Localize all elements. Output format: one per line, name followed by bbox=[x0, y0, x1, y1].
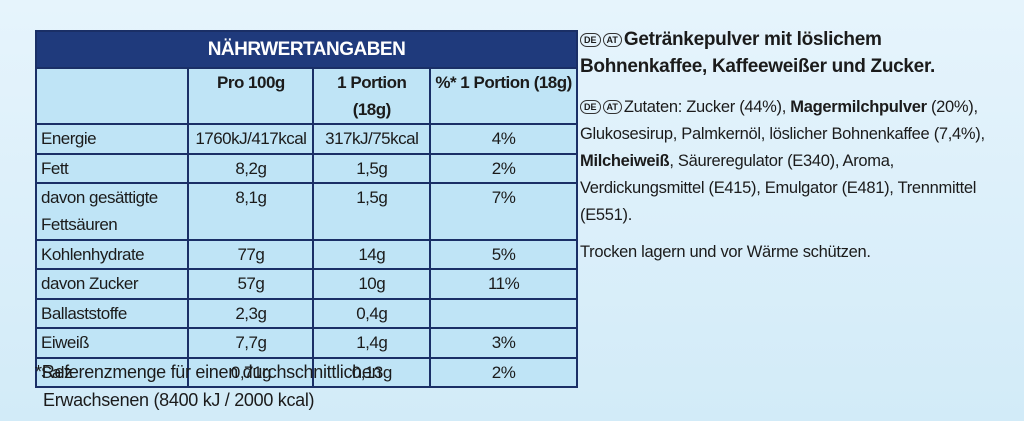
cell: 57g bbox=[187, 268, 315, 300]
ingredients: DE AT Zutaten: Zucker (44%), Magermilchpul… bbox=[580, 94, 1000, 229]
table-row: davon gesättigte Fettsäuren 8,1g 1,5g 7% bbox=[34, 182, 578, 241]
description: Getränkepulver mit löslichem Bohnenkaffe… bbox=[580, 29, 935, 77]
cell: 8,1g bbox=[187, 182, 315, 241]
table-row: davon Zucker 57g 10g 11% bbox=[34, 268, 578, 300]
column-header: 1 Portion (18g) bbox=[312, 67, 432, 125]
column-header: %* 1 Portion (18g) bbox=[429, 67, 578, 125]
cell: 10g bbox=[312, 268, 432, 300]
cell: 14g bbox=[312, 239, 432, 270]
cell: 317kJ/75kcal bbox=[312, 123, 432, 155]
storage: Trocken lagern und vor Wärme schützen. bbox=[580, 243, 871, 261]
description-block: DE AT Getränkepulver mit löslichem Bohnenk… bbox=[580, 26, 1000, 80]
ingredient-text: Zutaten: Zucker (44%), bbox=[623, 98, 791, 116]
cell: 2,3g bbox=[187, 298, 315, 329]
footnote-line: Erwachsenen (8400 kJ / 2000 kcal) bbox=[43, 390, 315, 410]
table-body: NÄHRWERTANGABEN Pro 100g 1 Portion (18g)%… bbox=[34, 30, 578, 388]
table-row: Ballaststoffe 2,3g 0,4g bbox=[34, 298, 578, 329]
table-row: Salz 0,71g 0,13g 2% bbox=[34, 357, 578, 388]
row-label: Kohlenhydrate bbox=[34, 239, 190, 270]
row-label: Ballaststoffe bbox=[34, 298, 190, 329]
country-badge: AT bbox=[602, 100, 622, 114]
cell: 77g bbox=[187, 239, 315, 270]
header-row: Pro 100g 1 Portion (18g) %* 1 Portion (18g… bbox=[34, 67, 578, 125]
ingredient-bold: Milcheiweiß bbox=[580, 152, 670, 170]
header-cell bbox=[34, 67, 190, 125]
cell: 5% bbox=[429, 239, 578, 270]
cell: 1760kJ/417kcal bbox=[187, 123, 315, 155]
cell: 2% bbox=[429, 357, 578, 388]
country-badge: AT bbox=[602, 33, 622, 47]
country-badges: DE AT bbox=[580, 98, 624, 116]
table-row: Eiweiß 7,7g 1,4g 3% bbox=[34, 327, 578, 359]
cell: 0,13g bbox=[312, 357, 432, 388]
country-badge: DE bbox=[580, 33, 601, 47]
product-info: DE AT Getränkepulver mit löslichem Bohnenk… bbox=[580, 26, 1000, 266]
cell: 7,7g bbox=[187, 327, 315, 359]
title-row: NÄHRWERTANGABEN bbox=[35, 30, 578, 69]
nutrition-table: NÄHRWERTANGABEN Pro 100g 1 Portion (18g)%… bbox=[34, 30, 578, 388]
row-label: Salz bbox=[34, 357, 190, 388]
country-badges: DE AT bbox=[580, 29, 624, 50]
cell: 8,2g bbox=[187, 153, 315, 184]
row-label: davon gesättigte Fettsäuren bbox=[34, 182, 190, 241]
footnote: *Referenzmenge für einen durchschnittlic… bbox=[35, 358, 382, 414]
table-row: Energie 1760kJ/417kcal 317kJ/75kcal 4% bbox=[34, 123, 578, 155]
row-label: davon Zucker bbox=[34, 268, 190, 300]
row-label: Fett bbox=[34, 153, 190, 184]
cell: 11% bbox=[429, 268, 578, 300]
cell: 2% bbox=[429, 153, 578, 184]
cell: 1,5g bbox=[312, 153, 432, 184]
ingredient-text: (20%), Glukosesirup, Palmkernöl, löslich… bbox=[580, 98, 985, 143]
column-header: Pro 100g bbox=[187, 67, 315, 125]
footnote-line: *Referenzmenge für einen durchschnittlic… bbox=[35, 362, 382, 382]
cell: 3% bbox=[429, 327, 578, 359]
cell: 1,5g bbox=[312, 182, 432, 241]
cell: 0,4g bbox=[312, 298, 432, 329]
table-title: NÄHRWERTANGABEN bbox=[35, 30, 578, 69]
country-badge: DE bbox=[580, 100, 601, 114]
row-label: Energie bbox=[34, 123, 190, 155]
cell: 4% bbox=[429, 123, 578, 155]
cell: 1,4g bbox=[312, 327, 432, 359]
cell: 7% bbox=[429, 182, 578, 241]
ingredient-bold: Magermilchpulver bbox=[790, 98, 927, 116]
cell bbox=[429, 298, 578, 329]
table-row: Fett 8,2g 1,5g 2% bbox=[34, 153, 578, 184]
row-label: Eiweiß bbox=[34, 327, 190, 359]
table-row: Kohlenhydrate 77g 14g 5% bbox=[34, 239, 578, 270]
cell: 0,71g bbox=[187, 357, 315, 388]
ingredient-text: , Säureregulator (E340), Aroma, Verdicku… bbox=[580, 152, 977, 224]
